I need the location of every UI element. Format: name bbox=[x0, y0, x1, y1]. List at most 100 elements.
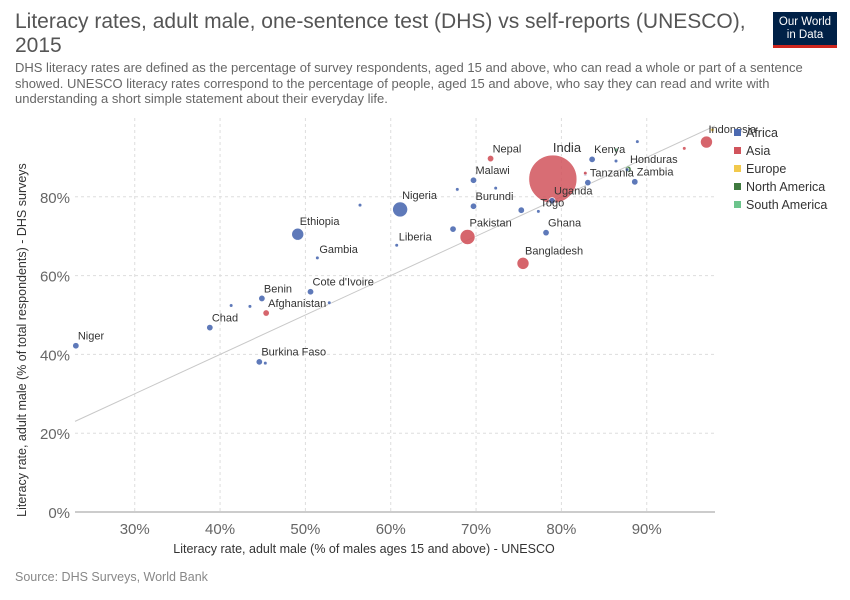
legend-swatch bbox=[734, 165, 741, 172]
source-note: Source: DHS Surveys, World Bank bbox=[15, 570, 208, 584]
scatter-point[interactable]: Nigeria bbox=[392, 201, 408, 218]
scatter-point[interactable]: Uganda bbox=[548, 197, 556, 205]
scatter-point[interactable]: Cote d'Ivoire bbox=[307, 288, 315, 296]
point-label: Liberia bbox=[399, 231, 433, 243]
x-tick-label: 90% bbox=[632, 521, 662, 538]
scatter-point[interactable]: Burkina Faso bbox=[255, 358, 263, 366]
scatter-point[interactable]: Nepal bbox=[487, 155, 495, 163]
legend-item[interactable]: South America bbox=[734, 196, 827, 214]
x-tick-label: 60% bbox=[376, 521, 406, 538]
owid-logo[interactable]: Our World in Data bbox=[773, 12, 837, 48]
scatter-point[interactable]: Togo bbox=[536, 209, 541, 214]
scatter-point[interactable]: Africa bbox=[455, 187, 460, 192]
y-axis-label: Literacy rate, adult male (% of total re… bbox=[15, 163, 29, 517]
point-label: Zambia bbox=[637, 167, 675, 179]
scatter-point[interactable]: Africa bbox=[517, 206, 525, 214]
scatter-point[interactable]: Chad bbox=[206, 324, 214, 332]
point-label: Niger bbox=[78, 331, 105, 343]
point-label: Burkina Faso bbox=[261, 347, 326, 359]
point-label: Malawi bbox=[476, 165, 510, 177]
scatter-point[interactable]: Tanzania bbox=[584, 179, 592, 187]
legend: Africa Asia Europe North America South Ameri… bbox=[734, 124, 827, 214]
scatter-point[interactable]: Benin bbox=[258, 294, 266, 302]
diagonal-reference-line bbox=[74, 125, 716, 422]
legend-label: Asia bbox=[746, 144, 771, 158]
point-label: Cote d'Ivoire bbox=[313, 277, 374, 289]
point-label: Afghanistan bbox=[268, 298, 326, 310]
point-label: Gambia bbox=[319, 244, 358, 256]
scatter-point[interactable]: Asia bbox=[583, 171, 588, 176]
scatter-point[interactable]: South America bbox=[613, 147, 619, 153]
chart-subtitle: DHS literacy rates are defined as the pe… bbox=[15, 60, 803, 106]
legend-swatch bbox=[734, 147, 741, 154]
scatter-point[interactable]: Indonesia bbox=[700, 135, 713, 149]
scatter-point[interactable]: Asia bbox=[682, 146, 687, 151]
point-layer: India Nigeria Pakistan Ethiopia Bangladesh In… bbox=[72, 127, 715, 366]
legend-label: Africa bbox=[746, 126, 778, 140]
axis-layer: 30% 40% 50% 60% 70% 80% 90% 0% 20% 40% 60% 80% bbox=[40, 190, 715, 538]
chart-title: Literacy rates, adult male, one-sentence… bbox=[15, 10, 746, 57]
scatter-point[interactable]: Afghanistan bbox=[262, 309, 270, 317]
point-label: Tanzania bbox=[590, 167, 635, 179]
x-tick-label: 70% bbox=[461, 521, 491, 538]
legend-item[interactable]: Europe bbox=[734, 160, 827, 178]
point-label: Nepal bbox=[493, 143, 522, 155]
point-label: Burundi bbox=[476, 191, 514, 203]
point-label: Ethiopia bbox=[300, 216, 341, 228]
scatter-point[interactable]: Africa bbox=[625, 167, 630, 172]
scatter-point[interactable]: Africa bbox=[449, 225, 457, 233]
point-label: Nigeria bbox=[402, 190, 438, 202]
point-label: Pakistan bbox=[470, 217, 512, 229]
legend-swatch bbox=[734, 201, 741, 208]
scatter-point[interactable]: Africa bbox=[229, 303, 234, 308]
x-tick-label: 30% bbox=[120, 521, 150, 538]
scatter-point[interactable]: Africa bbox=[247, 304, 253, 309]
point-label: Indonesia bbox=[708, 124, 757, 136]
x-tick-label: 40% bbox=[205, 521, 235, 538]
y-tick-label: 60% bbox=[40, 269, 70, 286]
legend-item[interactable]: Asia bbox=[734, 142, 827, 160]
scatter-point[interactable]: Africa bbox=[357, 202, 363, 208]
scatter-point[interactable]: Bangladesh bbox=[516, 257, 530, 270]
scatter-point[interactable]: Ghana bbox=[542, 229, 550, 237]
scatter-point[interactable]: Africa bbox=[263, 360, 268, 366]
scatter-point[interactable]: Ethiopia bbox=[291, 227, 305, 241]
y-tick-label: 80% bbox=[40, 190, 70, 207]
x-tick-label: 50% bbox=[290, 521, 320, 538]
scatter-point[interactable]: Malawi bbox=[470, 176, 478, 184]
scatter-point[interactable]: Pakistan bbox=[459, 229, 476, 245]
legend-item[interactable]: Africa bbox=[734, 124, 827, 142]
scatter-point[interactable]: Africa bbox=[327, 300, 332, 305]
scatter-point[interactable]: Liberia bbox=[394, 243, 399, 248]
legend-label: Europe bbox=[746, 162, 787, 176]
scatter-point[interactable]: Niger bbox=[72, 342, 80, 350]
legend-swatch bbox=[734, 183, 741, 190]
legend-swatch bbox=[734, 129, 741, 136]
scatter-point[interactable]: Zambia bbox=[631, 178, 639, 186]
y-tick-label: 40% bbox=[40, 347, 70, 364]
point-label: Bangladesh bbox=[525, 245, 583, 257]
legend-label: South America bbox=[746, 198, 828, 212]
point-label: Kenya bbox=[594, 144, 626, 156]
y-tick-label: 0% bbox=[48, 505, 70, 522]
scatter-point[interactable]: Kenya bbox=[588, 155, 596, 163]
scatter-point[interactable]: Africa bbox=[613, 158, 619, 164]
point-label: Benin bbox=[264, 283, 292, 295]
scatter-point[interactable]: Europe bbox=[710, 127, 715, 132]
scatter-point[interactable]: Gambia bbox=[315, 255, 320, 260]
point-label: Chad bbox=[212, 312, 238, 324]
legend-item[interactable]: North America bbox=[734, 178, 827, 196]
point-label: Ghana bbox=[548, 217, 582, 229]
point-label: Togo bbox=[540, 198, 564, 210]
x-tick-label: 80% bbox=[546, 521, 576, 538]
legend-label: North America bbox=[746, 180, 826, 194]
scatter-point[interactable]: Africa bbox=[493, 186, 498, 191]
scatter-point[interactable]: Burundi bbox=[470, 202, 478, 210]
point-label: Honduras bbox=[630, 154, 678, 166]
scatter-point[interactable]: Africa bbox=[635, 139, 640, 144]
point-label: India bbox=[553, 140, 582, 155]
point-label: Uganda bbox=[554, 186, 593, 198]
x-axis-label: Literacy rate, adult male (% of males ag… bbox=[173, 542, 555, 556]
